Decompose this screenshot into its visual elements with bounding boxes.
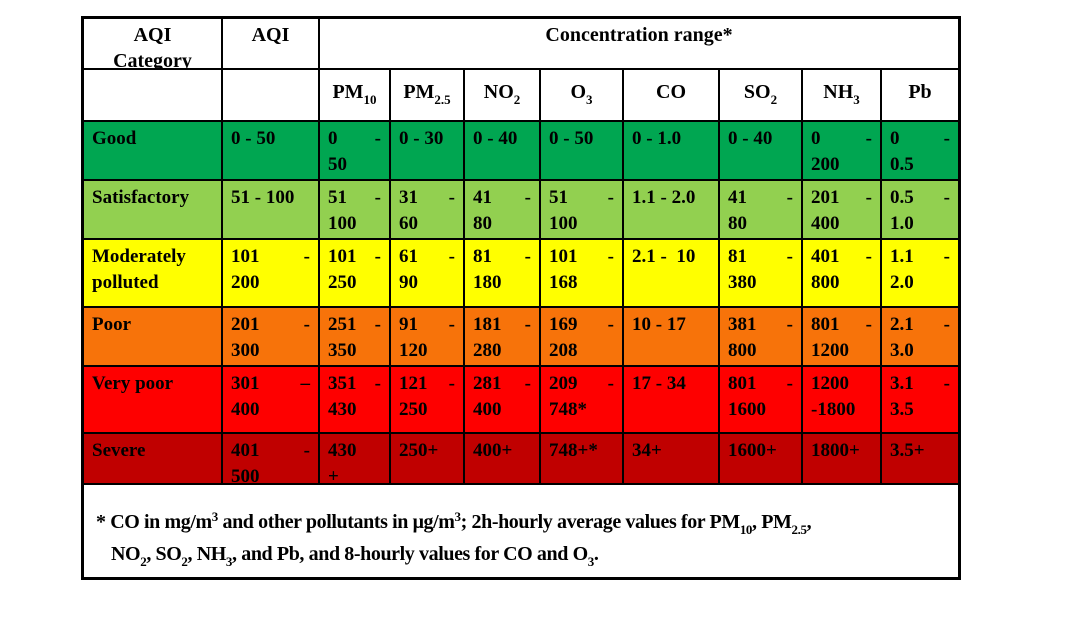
value-cell: 0 - 40 — [720, 122, 803, 181]
value-cell: 2.1 - 10 — [624, 240, 720, 308]
category-cell: Very poor — [84, 367, 223, 434]
value-cell: 121-250 — [391, 367, 465, 434]
category-cell: Severe — [84, 434, 223, 485]
value-cell: 801-1600 — [720, 367, 803, 434]
value-cell: 41-80 — [465, 181, 541, 240]
header-aqi-category: AQI Category — [84, 19, 223, 70]
column-header-pb: Pb — [882, 70, 958, 122]
subheader-row: PM10 PM2.5 NO2 O3 CO SO2 NH3 Pb — [84, 70, 958, 122]
value-cell: 0 - 30 — [391, 122, 465, 181]
value-cell: 1800+ — [803, 434, 882, 485]
value-cell: 1.1-2.0 — [882, 240, 958, 308]
header-row: AQI Category AQI Concentration range* — [84, 19, 958, 70]
table-row: Poor 201-300 251-350 91-120 181-280 169-208 10… — [84, 308, 958, 367]
value-cell: 0 - 1.0 — [624, 122, 720, 181]
category-cell: Satisfactory — [84, 181, 223, 240]
value-cell: 2.1-3.0 — [882, 308, 958, 367]
value-cell: 281-400 — [465, 367, 541, 434]
value-cell: 201-300 — [223, 308, 320, 367]
value-cell: 0 - 50 — [223, 122, 320, 181]
value-cell: 0 - 40 — [465, 122, 541, 181]
value-cell: 209-748* — [541, 367, 624, 434]
value-cell: 401-500 — [223, 434, 320, 485]
column-header-pm25: PM2.5 — [391, 70, 465, 122]
empty-cell — [223, 70, 320, 122]
aqi-table: AQI Category AQI Concentration range* PM10 P… — [81, 16, 961, 580]
value-cell: 1200 -1800 — [803, 367, 882, 434]
value-cell: 101-200 — [223, 240, 320, 308]
value-cell: 91-120 — [391, 308, 465, 367]
value-cell: 301–400 — [223, 367, 320, 434]
column-header-co: CO — [624, 70, 720, 122]
value-cell: 3.5+ — [882, 434, 958, 485]
column-header-pm10: PM10 — [320, 70, 391, 122]
value-cell: 61-90 — [391, 240, 465, 308]
header-concentration-range: Concentration range* — [320, 19, 958, 70]
value-cell: 201-400 — [803, 181, 882, 240]
value-cell: 0-200 — [803, 122, 882, 181]
value-cell: 81-180 — [465, 240, 541, 308]
value-cell: 51-100 — [541, 181, 624, 240]
table-row: Moderately polluted 101-200 101-250 61-90 81… — [84, 240, 958, 308]
value-cell: 17 - 34 — [624, 367, 720, 434]
value-cell: 169-208 — [541, 308, 624, 367]
column-header-no2: NO2 — [465, 70, 541, 122]
header-aqi: AQI — [223, 19, 320, 70]
table-row: Very poor 301–400 351-430 121-250 281-400 209… — [84, 367, 958, 434]
value-cell: 51-100 — [320, 181, 391, 240]
value-cell: 400+ — [465, 434, 541, 485]
value-cell: 81-380 — [720, 240, 803, 308]
value-cell: 31-60 — [391, 181, 465, 240]
category-cell: Moderately polluted — [84, 240, 223, 308]
value-cell: 41-80 — [720, 181, 803, 240]
column-header-so2: SO2 — [720, 70, 803, 122]
value-cell: 250+ — [391, 434, 465, 485]
value-cell: 0-50 — [320, 122, 391, 181]
table-row: Good 0 - 50 0-50 0 - 30 0 - 40 0 - 50 0 - 1.0 0… — [84, 122, 958, 181]
value-cell: 101-250 — [320, 240, 391, 308]
category-cell: Poor — [84, 308, 223, 367]
value-cell: 1600+ — [720, 434, 803, 485]
table-row: Satisfactory 51 - 100 51-100 31-60 41-80 51-1… — [84, 181, 958, 240]
category-cell: Good — [84, 122, 223, 181]
value-cell: 0.5-1.0 — [882, 181, 958, 240]
value-cell: 0-0.5 — [882, 122, 958, 181]
value-cell: 51 - 100 — [223, 181, 320, 240]
value-cell: 748+* — [541, 434, 624, 485]
value-cell: 101-168 — [541, 240, 624, 308]
empty-cell — [84, 70, 223, 122]
table-row: Severe 401-500 430 +250+ 400+ 748+* 34+ 1600+ 18… — [84, 434, 958, 485]
value-cell: 34+ — [624, 434, 720, 485]
value-cell: 251-350 — [320, 308, 391, 367]
value-cell: 351-430 — [320, 367, 391, 434]
column-header-nh3: NH3 — [803, 70, 882, 122]
value-cell: 1.1 - 2.0 — [624, 181, 720, 240]
value-cell: 401-800 — [803, 240, 882, 308]
value-cell: 801-1200 — [803, 308, 882, 367]
value-cell: 430 + — [320, 434, 391, 485]
column-header-o3: O3 — [541, 70, 624, 122]
value-cell: 10 - 17 — [624, 308, 720, 367]
value-cell: 3.1-3.5 — [882, 367, 958, 434]
value-cell: 381-800 — [720, 308, 803, 367]
value-cell: 0 - 50 — [541, 122, 624, 181]
footnote: * CO in mg/m3 and other pollutants in μg… — [84, 485, 958, 577]
value-cell: 181-280 — [465, 308, 541, 367]
footnote-row: * CO in mg/m3 and other pollutants in μg… — [84, 485, 958, 577]
